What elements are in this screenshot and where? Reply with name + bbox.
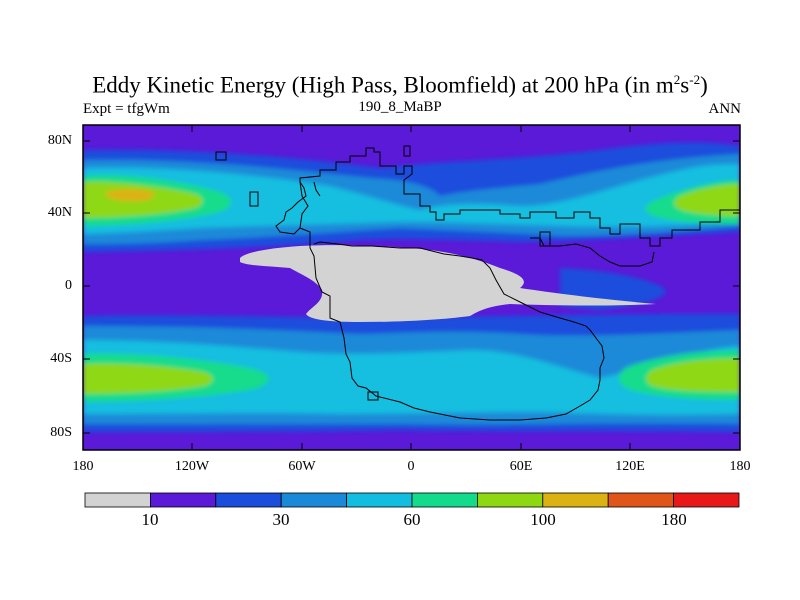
lat-label-80s: 80S — [50, 425, 72, 440]
colorbar-box-4 — [346, 492, 413, 508]
colorbar-label-60: 60 — [403, 510, 421, 529]
eke-contour-field — [83, 125, 740, 450]
colorbar-label-10: 10 — [141, 510, 159, 529]
run-id-label: 190_8_MaBP — [358, 99, 442, 115]
lon-label-120e: 120E — [615, 459, 645, 474]
colorbar-box-1 — [149, 492, 217, 508]
contour-nh-50 — [83, 164, 740, 234]
colorbar-box-5 — [411, 492, 478, 508]
experiment-label: Expt = tfgWm — [83, 101, 170, 117]
lon-label-60w: 60W — [288, 459, 316, 474]
colorbar-box-0 — [84, 492, 151, 508]
contour-sh-50 — [83, 340, 740, 415]
colorbar-box-9 — [673, 492, 740, 508]
plot-title: Eddy Kinetic Energy (High Pass, Bloomfie… — [92, 72, 708, 98]
colorbar-label-100: 100 — [530, 510, 556, 529]
lon-label-180w: 180 — [72, 459, 94, 474]
lat-label-0: 0 — [65, 278, 72, 293]
lat-label-80n: 80N — [47, 133, 72, 148]
colorbar-box-3 — [280, 492, 348, 508]
lon-label-120w: 120W — [174, 459, 210, 474]
contour-sh-70-west — [83, 363, 213, 394]
contour-sh-70-east — [646, 358, 740, 392]
lon-label-0: 0 — [407, 459, 415, 474]
colorbar-box-8 — [607, 492, 675, 508]
colorbar-label-30: 30 — [272, 510, 290, 529]
colorbar-box-6 — [476, 492, 544, 508]
lat-label-40s: 40S — [50, 351, 72, 366]
contour-nh-80-west — [106, 189, 155, 202]
colorbar-box-2 — [215, 492, 282, 508]
continent-outlines — [215, 145, 740, 421]
colorbar-box-7 — [542, 492, 609, 508]
season-label: ANN — [708, 101, 742, 117]
lat-label-40n: 40N — [47, 205, 72, 220]
contour-nh-70-east — [673, 184, 740, 216]
lon-label-180e: 180 — [729, 459, 751, 474]
lon-label-60e: 60E — [509, 459, 533, 474]
colorbar-label-180: 180 — [661, 510, 687, 529]
lon-ticks — [191, 125, 631, 450]
lat-ticks — [83, 140, 740, 434]
masked-region — [240, 245, 656, 322]
colorbar — [84, 492, 740, 508]
